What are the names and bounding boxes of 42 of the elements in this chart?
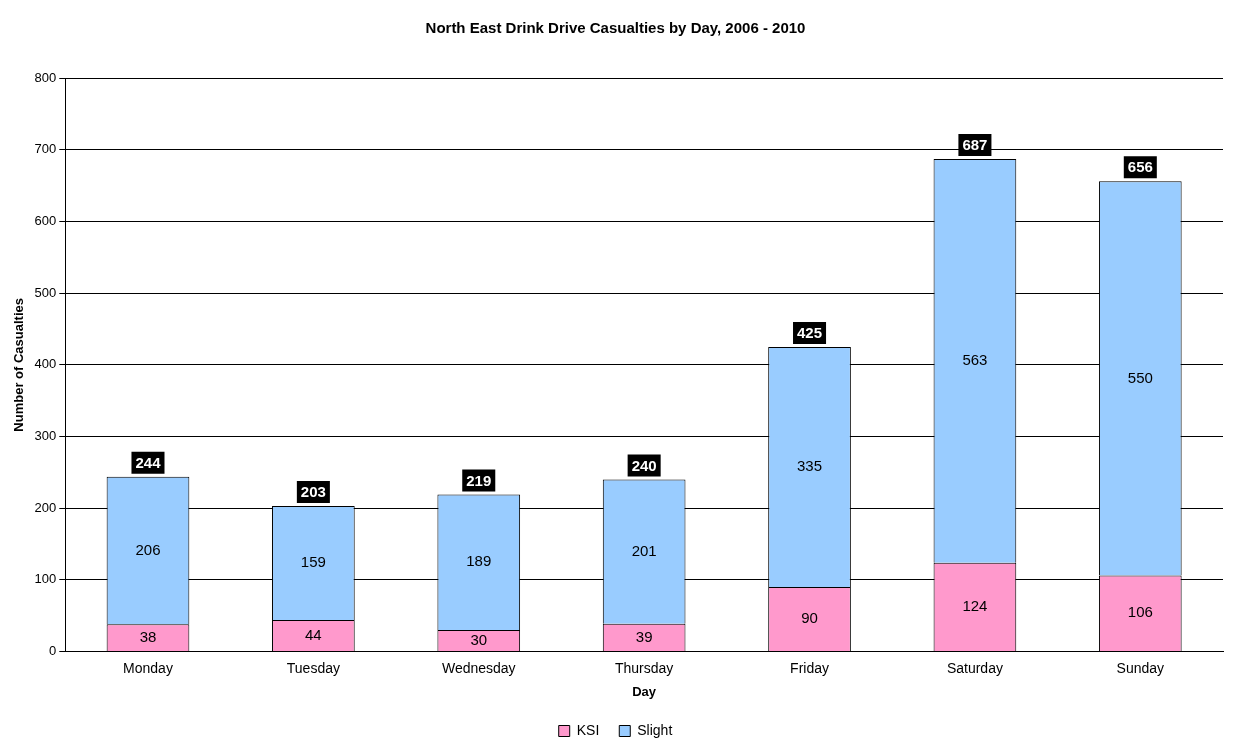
total-label: 240 [631,456,657,474]
data-label: 124 [962,597,988,615]
y-tick-label: 200 [34,499,57,515]
y-tick-label: 800 [34,69,57,85]
data-label: 44 [305,625,322,643]
data-label: 206 [135,540,161,558]
data-label: 201 [631,541,657,559]
y-tick-label: 300 [34,428,57,444]
x-axis-title: Day [632,683,657,699]
y-tick-label: 700 [34,141,57,157]
total-label: 425 [797,324,823,342]
x-tick-label: Wednesday [441,659,516,676]
y-tick-label: 500 [34,284,57,300]
y-tick-label: 600 [34,212,57,228]
x-tick-label: Saturday [946,659,1003,676]
total-label: 219 [466,471,492,489]
x-tick-label: Monday [123,659,173,676]
data-label: 90 [801,609,818,627]
data-label: 38 [139,627,157,645]
legend-label: Slight [637,721,673,738]
total-label: 687 [962,136,988,154]
data-label: 30 [470,630,488,648]
data-label: 159 [300,553,326,571]
data-label: 189 [466,552,492,570]
total-label: 656 [1127,158,1153,176]
y-axis-title: Number of Casualties [11,297,27,432]
x-tick-label: Friday [790,659,829,676]
x-tick-label: Sunday [1116,659,1165,676]
total-label: 244 [135,453,162,471]
x-tick-label: Tuesday [286,659,340,676]
data-label: 39 [635,627,653,645]
y-tick-label: 400 [34,356,57,372]
data-label: 550 [1127,368,1153,386]
x-tick-label: Thursday [614,659,674,676]
chart-title: North East Drink Drive Casualties by Day, 2006 - 2010 [425,19,806,37]
total-label: 203 [300,483,326,501]
y-tick-label: 0 [49,643,57,659]
data-label: 106 [1127,603,1153,621]
data-label: 563 [962,351,988,368]
y-tick-label: 100 [34,571,57,587]
legend-label: KSI [576,721,600,738]
data-label: 335 [797,457,823,475]
